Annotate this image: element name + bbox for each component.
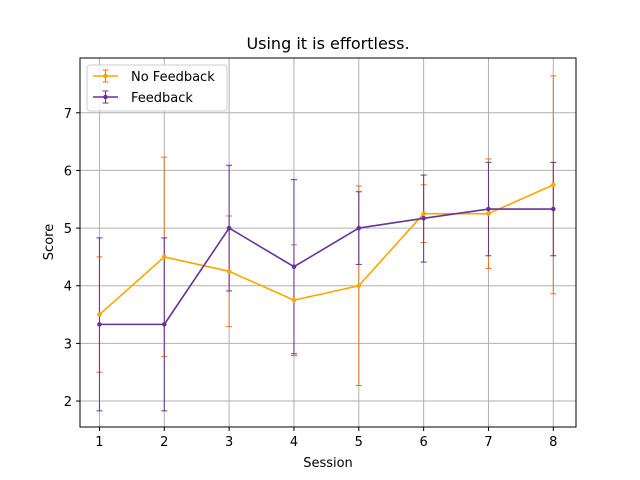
y-tick-label: 5 — [64, 222, 72, 237]
plot-area — [80, 58, 576, 427]
x-axis-title: Session — [303, 456, 353, 471]
x-tick-label: 6 — [419, 435, 427, 450]
no-feedback-point — [421, 211, 426, 216]
no-feedback-point — [291, 297, 297, 303]
x-tick-label: 4 — [290, 435, 298, 450]
no-feedback-point — [161, 254, 167, 260]
no-feedback-point — [486, 211, 491, 216]
x-tick-label: 5 — [355, 435, 363, 450]
legend-feedback-marker — [103, 94, 108, 100]
legend-label-feedback: Feedback — [131, 91, 193, 106]
feedback-point — [161, 322, 167, 327]
feedback-point — [291, 264, 297, 270]
x-tick-label: 1 — [95, 435, 103, 450]
no-feedback-point — [356, 283, 362, 289]
legend-no-feedback-marker — [103, 73, 108, 79]
feedback-point — [421, 215, 426, 221]
legend: No Feedback Feedback — [86, 64, 228, 112]
no-feedback-point — [226, 269, 232, 274]
y-axis-ticks: 2 3 4 5 6 7 — [64, 107, 80, 410]
no-feedback-point — [551, 182, 556, 188]
x-tick-label: 2 — [160, 435, 168, 450]
y-tick-label: 3 — [64, 337, 72, 352]
x-axis-ticks: 1 2 3 4 5 6 7 8 — [95, 427, 557, 450]
feedback-line — [99, 208, 554, 326]
x-tick-label: 7 — [484, 435, 492, 450]
x-tick-label: 3 — [225, 435, 233, 450]
y-tick-label: 6 — [64, 164, 72, 179]
feedback-point — [97, 322, 102, 327]
feedback-point — [356, 225, 362, 231]
plot-frame — [79, 57, 577, 428]
legend-label-no-feedback: No Feedback — [131, 70, 215, 85]
chart-title: Using it is effortless. — [246, 34, 409, 53]
no-feedback-point — [97, 312, 102, 317]
y-axis-title: Score — [42, 224, 57, 260]
y-tick-label: 4 — [64, 280, 72, 295]
feedback-point — [486, 206, 491, 212]
y-tick-label: 2 — [64, 395, 72, 410]
x-tick-label: 8 — [549, 435, 557, 450]
legend-box — [86, 64, 228, 112]
y-tick-label: 7 — [64, 107, 72, 122]
feedback-point — [551, 206, 556, 212]
series-lines — [97, 182, 556, 327]
no-feedback-line — [98, 184, 554, 316]
feedback-point — [226, 225, 232, 231]
